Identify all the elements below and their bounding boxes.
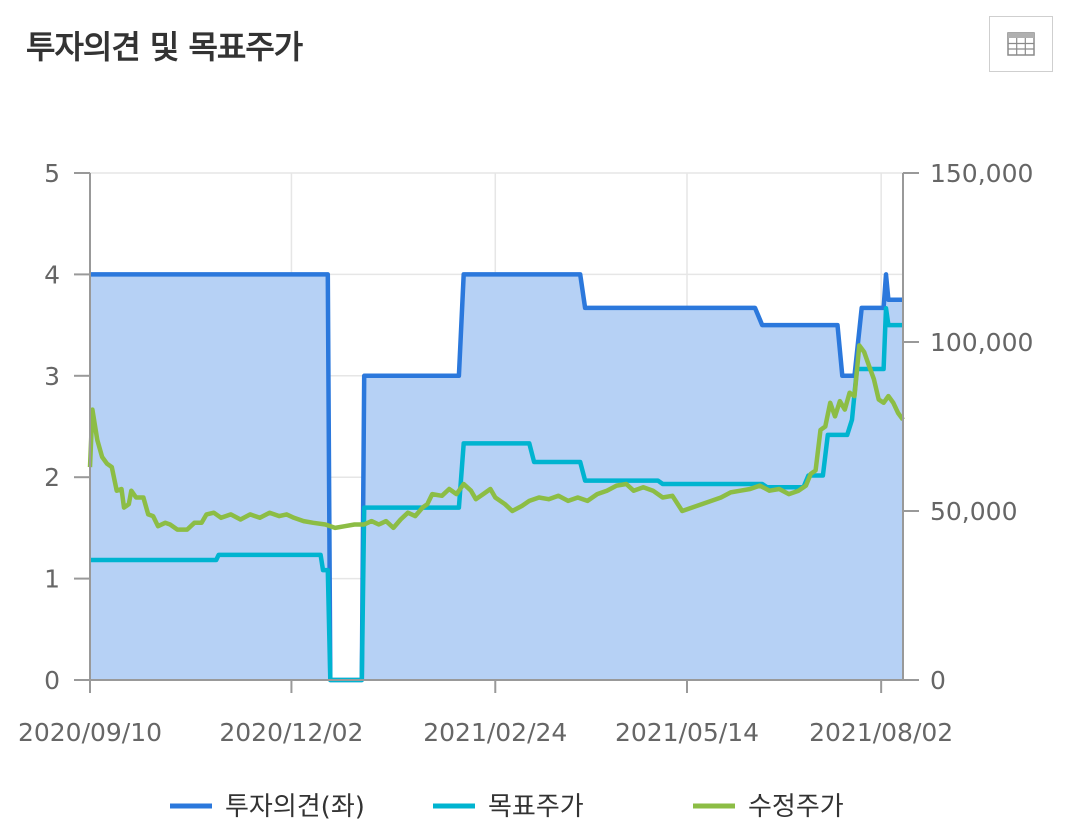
legend-label: 투자의견(좌) xyxy=(225,792,365,822)
left-tick-label: 4 xyxy=(44,260,60,289)
legend-label: 수정주가 xyxy=(748,792,844,822)
right-tick-label: 100,000 xyxy=(930,328,1033,357)
legend-label: 목표주가 xyxy=(488,792,584,822)
axes: 0 1 2 3 4 5 0 50,000 100,000 150,000 2020/09/10 202… xyxy=(18,159,1033,747)
right-tick-label: 0 xyxy=(930,666,946,695)
opinion-area xyxy=(90,274,903,680)
x-tick-label: 2021/02/24 xyxy=(423,718,567,747)
table-view-button[interactable] xyxy=(989,16,1053,72)
legend-item-target-price[interactable]: 목표주가 xyxy=(433,792,584,822)
left-tick-label: 2 xyxy=(44,463,60,492)
left-tick-label: 0 xyxy=(44,666,60,695)
x-tick-label: 2020/09/10 xyxy=(18,718,162,747)
x-tick-label: 2021/08/02 xyxy=(809,718,953,747)
left-tick-label: 5 xyxy=(44,159,60,188)
table-grid-icon xyxy=(1007,32,1035,56)
adjusted-price-series-line xyxy=(87,343,905,532)
left-tick-label: 3 xyxy=(44,362,60,391)
right-tick-label: 50,000 xyxy=(930,497,1017,526)
left-tick-label: 1 xyxy=(44,565,60,594)
right-tick-label: 150,000 xyxy=(930,159,1033,188)
x-tick-label: 2020/12/02 xyxy=(219,718,363,747)
series-layer xyxy=(87,272,905,683)
target-price-series-line xyxy=(90,305,903,683)
page-title: 투자의견 및 목표주가 xyxy=(26,28,303,66)
x-tick-label: 2021/05/14 xyxy=(615,718,759,747)
legend-item-opinion[interactable]: 투자의견(좌) xyxy=(170,792,365,822)
legend-item-adjusted-price[interactable]: 수정주가 xyxy=(693,792,844,822)
legend: 투자의견(좌) 목표주가 수정주가 xyxy=(170,792,844,822)
